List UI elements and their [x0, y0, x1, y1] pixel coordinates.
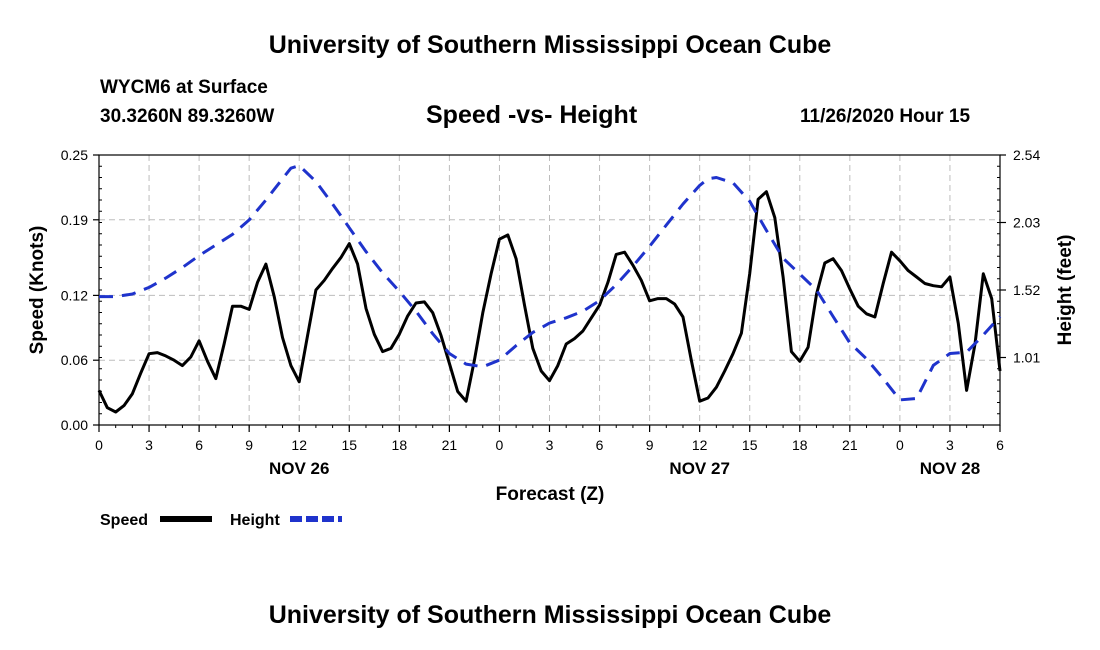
y2-axis-label: Height (feet): [1055, 235, 1076, 346]
x-tick-label: 6: [195, 437, 203, 453]
x-tick-label: 0: [496, 437, 504, 453]
y-axis-label: Speed (Knots): [27, 226, 48, 355]
y2-tick-label: 2.03: [1013, 215, 1040, 231]
x-tick-label: 3: [145, 437, 153, 453]
y2-tick-label: 1.52: [1013, 282, 1040, 298]
x-tick-label: 3: [546, 437, 554, 453]
height-series-line: [99, 164, 1002, 402]
y-tick-label: 0.19: [61, 212, 88, 228]
y2-tick-label: 1.01: [1013, 350, 1040, 366]
x-tick-label: 21: [442, 437, 458, 453]
speed-series-line: [97, 190, 1002, 414]
footer-title: University of Southern Mississippi Ocean…: [268, 601, 832, 629]
x-tick-label: 0: [896, 437, 904, 453]
x-tick-label: 21: [842, 437, 858, 453]
y2-tick-label: 2.54: [1013, 147, 1040, 163]
x-tick-label: 9: [245, 437, 253, 453]
forecast-timestamp: 11/26/2020 Hour 15: [800, 106, 971, 127]
legend-label-speed: Speed: [100, 512, 148, 529]
date-label: NOV 26: [269, 459, 329, 478]
y-tick-label: 0.25: [61, 147, 88, 163]
x-tick-label: 6: [996, 437, 1004, 453]
x-axis-label: Forecast (Z): [496, 484, 605, 505]
x-tick-label: 18: [392, 437, 408, 453]
x-tick-label: 15: [341, 437, 357, 453]
coordinates-label: 30.3260N 89.3260W: [100, 106, 275, 127]
x-tick-label: 12: [692, 437, 708, 453]
x-tick-label: 6: [596, 437, 604, 453]
page-title: University of Southern Mississippi Ocean…: [268, 31, 832, 59]
x-tick-label: 3: [946, 437, 954, 453]
x-tick-label: 18: [792, 437, 808, 453]
y-tick-label: 0.06: [61, 352, 88, 368]
x-tick-label: 12: [291, 437, 307, 453]
y-tick-label: 0.12: [61, 287, 88, 303]
legend-label-height: Height: [230, 512, 280, 529]
y-tick-label: 0.00: [61, 417, 88, 433]
chart-title: Speed -vs- Height: [426, 101, 638, 129]
x-tick-label: 15: [742, 437, 758, 453]
x-tick-label: 0: [95, 437, 103, 453]
date-label: NOV 28: [920, 459, 980, 478]
date-label: NOV 27: [669, 459, 729, 478]
station-label: WYCM6 at Surface: [100, 77, 268, 98]
x-tick-label: 9: [646, 437, 654, 453]
